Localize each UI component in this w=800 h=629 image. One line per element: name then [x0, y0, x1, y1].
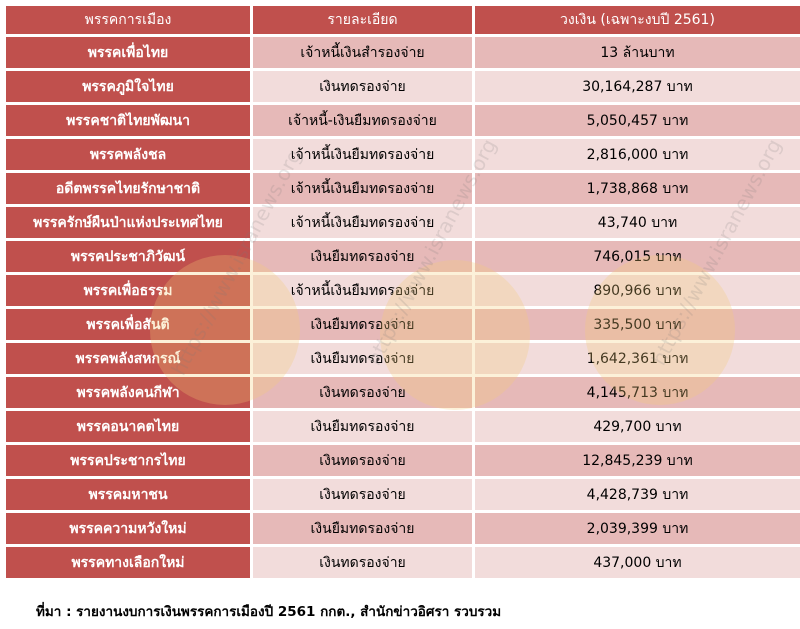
amount-cell: 437,000 บาท — [475, 547, 800, 578]
party-cell: พรรคเพื่อไทย — [6, 37, 250, 68]
detail-cell: เงินทดรองจ่าย — [253, 445, 472, 476]
table-row: พรรคประชากรไทย เงินทดรองจ่าย 12,845,239 … — [6, 445, 800, 476]
detail-cell: เงินยืมทดรองจ่าย — [253, 343, 472, 374]
table-row: พรรคเพื่อธรรม เจ้าหนี้เงินยืมทดรองจ่าย 8… — [6, 275, 800, 306]
table-row: พรรคชาติไทยพัฒนา เจ้าหนี้-เงินยืมทดรองจ่… — [6, 105, 800, 136]
header-amount: วงเงิน (เฉพาะงบปี 2561) — [475, 6, 800, 34]
party-cell: พรรครักษ์ผืนป่าแห่งประเทศไทย — [6, 207, 250, 238]
party-cell: พรรคเพื่อธรรม — [6, 275, 250, 306]
amount-cell: 5,050,457 บาท — [475, 105, 800, 136]
table-row: พรรคความหวังใหม่ เงินยืมทดรองจ่าย 2,039,… — [6, 513, 800, 544]
table-row: พรรคเพื่อสันติ เงินยืมทดรองจ่าย 335,500 … — [6, 309, 800, 340]
table-row: พรรคพลังคนกีฬา เงินทดรองจ่าย 4,145,713 บ… — [6, 377, 800, 408]
table-row: พรรคพลังชล เจ้าหนี้เงินยืมทดรองจ่าย 2,81… — [6, 139, 800, 170]
amount-cell: 1,642,361 บาท — [475, 343, 800, 374]
detail-cell: เจ้าหนี้เงินยืมทดรองจ่าย — [253, 275, 472, 306]
amount-cell: 30,164,287 บาท — [475, 71, 800, 102]
amount-cell: 1,738,868 บาท — [475, 173, 800, 204]
header-detail: รายละเอียด — [253, 6, 472, 34]
table-header-row: พรรคการเมือง รายละเอียด วงเงิน (เฉพาะงบป… — [6, 6, 800, 34]
amount-cell: 13 ล้านบาท — [475, 37, 800, 68]
detail-cell: เงินทดรองจ่าย — [253, 547, 472, 578]
table-row: พรรคอนาคตไทย เงินยืมทดรองจ่าย 429,700 บา… — [6, 411, 800, 442]
detail-cell: เงินทดรองจ่าย — [253, 71, 472, 102]
party-cell: พรรคประชากรไทย — [6, 445, 250, 476]
amount-cell: 2,039,399 บาท — [475, 513, 800, 544]
amount-cell: 4,428,739 บาท — [475, 479, 800, 510]
table-row: พรรคประชาภิวัฒน์ เงินยืมทดรองจ่าย 746,01… — [6, 241, 800, 272]
amount-cell: 2,816,000 บาท — [475, 139, 800, 170]
party-cell: พรรคอนาคตไทย — [6, 411, 250, 442]
detail-cell: เงินทดรองจ่าย — [253, 377, 472, 408]
party-cell: พรรคพลังชล — [6, 139, 250, 170]
party-cell: พรรคความหวังใหม่ — [6, 513, 250, 544]
amount-cell: 43,740 บาท — [475, 207, 800, 238]
amount-cell: 746,015 บาท — [475, 241, 800, 272]
party-cell: พรรคมหาชน — [6, 479, 250, 510]
detail-cell: เจ้าหนี้เงินยืมทดรองจ่าย — [253, 173, 472, 204]
detail-cell: เงินทดรองจ่าย — [253, 479, 472, 510]
detail-cell: เงินยืมทดรองจ่าย — [253, 411, 472, 442]
party-cell: พรรคภูมิใจไทย — [6, 71, 250, 102]
table-row: พรรคภูมิใจไทย เงินทดรองจ่าย 30,164,287 บ… — [6, 71, 800, 102]
detail-cell: เจ้าหนี้-เงินยืมทดรองจ่าย — [253, 105, 472, 136]
detail-cell: เงินยืมทดรองจ่าย — [253, 241, 472, 272]
table-row: พรรคมหาชน เงินทดรองจ่าย 4,428,739 บาท — [6, 479, 800, 510]
amount-cell: 335,500 บาท — [475, 309, 800, 340]
party-cell: พรรคพลังสหกรณ์ — [6, 343, 250, 374]
table-row: พรรครักษ์ผืนป่าแห่งประเทศไทย เจ้าหนี้เงิ… — [6, 207, 800, 238]
table-row: พรรคเพื่อไทย เจ้าหนี้เงินสำรองจ่าย 13 ล้… — [6, 37, 800, 68]
table-row: อดีตพรรคไทยรักษาชาติ เจ้าหนี้เงินยืมทดรอ… — [6, 173, 800, 204]
table-row: พรรคพลังสหกรณ์ เงินยืมทดรองจ่าย 1,642,36… — [6, 343, 800, 374]
detail-cell: เจ้าหนี้เงินยืมทดรองจ่าย — [253, 139, 472, 170]
amount-cell: 890,966 บาท — [475, 275, 800, 306]
amount-cell: 12,845,239 บาท — [475, 445, 800, 476]
header-party: พรรคการเมือง — [6, 6, 250, 34]
amount-cell: 429,700 บาท — [475, 411, 800, 442]
detail-cell: เจ้าหนี้เงินยืมทดรองจ่าย — [253, 207, 472, 238]
party-finance-table: พรรคการเมือง รายละเอียด วงเงิน (เฉพาะงบป… — [3, 3, 800, 581]
table-row: พรรคทางเลือกใหม่ เงินทดรองจ่าย 437,000 บ… — [6, 547, 800, 578]
detail-cell: เจ้าหนี้เงินสำรองจ่าย — [253, 37, 472, 68]
source-note: ที่มา : รายงานงบการเงินพรรคการเมืองปี 25… — [36, 604, 502, 620]
detail-cell: เงินยืมทดรองจ่าย — [253, 309, 472, 340]
amount-cell: 4,145,713 บาท — [475, 377, 800, 408]
party-cell: พรรคชาติไทยพัฒนา — [6, 105, 250, 136]
party-cell: พรรคทางเลือกใหม่ — [6, 547, 250, 578]
party-cell: อดีตพรรคไทยรักษาชาติ — [6, 173, 250, 204]
detail-cell: เงินยืมทดรองจ่าย — [253, 513, 472, 544]
party-cell: พรรคประชาภิวัฒน์ — [6, 241, 250, 272]
party-cell: พรรคเพื่อสันติ — [6, 309, 250, 340]
party-cell: พรรคพลังคนกีฬา — [6, 377, 250, 408]
